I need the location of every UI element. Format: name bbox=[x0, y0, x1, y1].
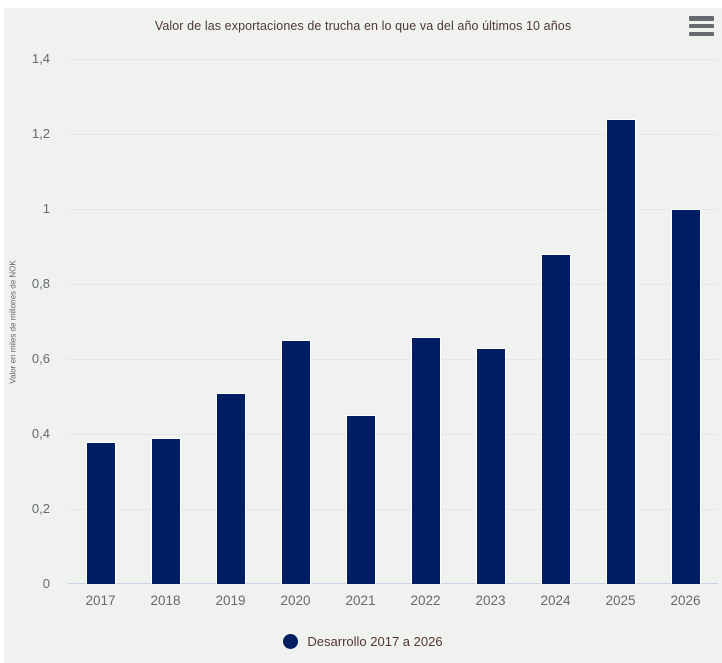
x-tick-label: 2017 bbox=[85, 593, 116, 608]
bar-2024[interactable] bbox=[540, 254, 571, 584]
x-tick-label: 2025 bbox=[605, 593, 636, 608]
y-tick-label: 0,6 bbox=[31, 351, 50, 366]
y-tick-label: 0 bbox=[42, 576, 50, 591]
hamburger-bar bbox=[689, 16, 714, 21]
gridline bbox=[68, 134, 718, 135]
bar-2025[interactable] bbox=[605, 119, 636, 584]
gridline bbox=[68, 359, 718, 360]
bar-2022[interactable] bbox=[410, 336, 441, 584]
gridline bbox=[68, 509, 718, 510]
gridline bbox=[68, 284, 718, 285]
chart-title: Valor de las exportaciones de trucha en … bbox=[154, 19, 572, 33]
y-tick-label: 0,4 bbox=[31, 426, 50, 441]
gridline bbox=[68, 59, 718, 60]
y-axis-labels: 0 0,2 0,4 0,6 0,8 1 1,2 1,4 bbox=[4, 51, 54, 591]
bar-2017[interactable] bbox=[85, 441, 116, 584]
x-tick-label: 2026 bbox=[670, 593, 701, 608]
legend-marker-icon bbox=[283, 633, 299, 649]
y-tick-label: 0,8 bbox=[31, 276, 50, 291]
x-axis-labels: 2017 2018 2019 2020 2021 2022 2023 2024 2025 2026 bbox=[68, 591, 718, 611]
x-tick-label: 2022 bbox=[410, 593, 441, 608]
bar-2019[interactable] bbox=[215, 392, 246, 584]
hamburger-bar bbox=[689, 23, 714, 29]
bar-chart-container: Valor de las exportaciones de trucha en … bbox=[4, 8, 722, 663]
bar-2021[interactable] bbox=[345, 415, 376, 584]
bar-2018[interactable] bbox=[150, 437, 181, 584]
bar-2026[interactable] bbox=[670, 209, 701, 584]
bar-2023[interactable] bbox=[475, 347, 506, 584]
legend-item[interactable]: Desarrollo 2017 a 2026 bbox=[4, 631, 722, 651]
x-tick-label: 2021 bbox=[345, 593, 376, 608]
gridline bbox=[68, 209, 718, 210]
hamburger-bar bbox=[689, 31, 714, 36]
x-tick-label: 2018 bbox=[150, 593, 181, 608]
y-tick-label: 1,4 bbox=[31, 51, 50, 66]
bar-2020[interactable] bbox=[280, 340, 311, 584]
plot-area bbox=[68, 59, 718, 584]
y-tick-label: 1 bbox=[42, 201, 50, 216]
y-tick-label: 0,2 bbox=[31, 501, 50, 516]
x-tick-label: 2024 bbox=[540, 593, 571, 608]
x-tick-label: 2019 bbox=[215, 593, 246, 608]
gridline bbox=[68, 434, 718, 435]
x-axis-line bbox=[68, 583, 718, 584]
hamburger-menu-icon[interactable] bbox=[689, 16, 715, 36]
y-tick-label: 1,2 bbox=[31, 126, 50, 141]
x-tick-label: 2023 bbox=[475, 593, 506, 608]
legend-label: Desarrollo 2017 a 2026 bbox=[307, 633, 443, 649]
x-tick-label: 2020 bbox=[280, 593, 311, 608]
